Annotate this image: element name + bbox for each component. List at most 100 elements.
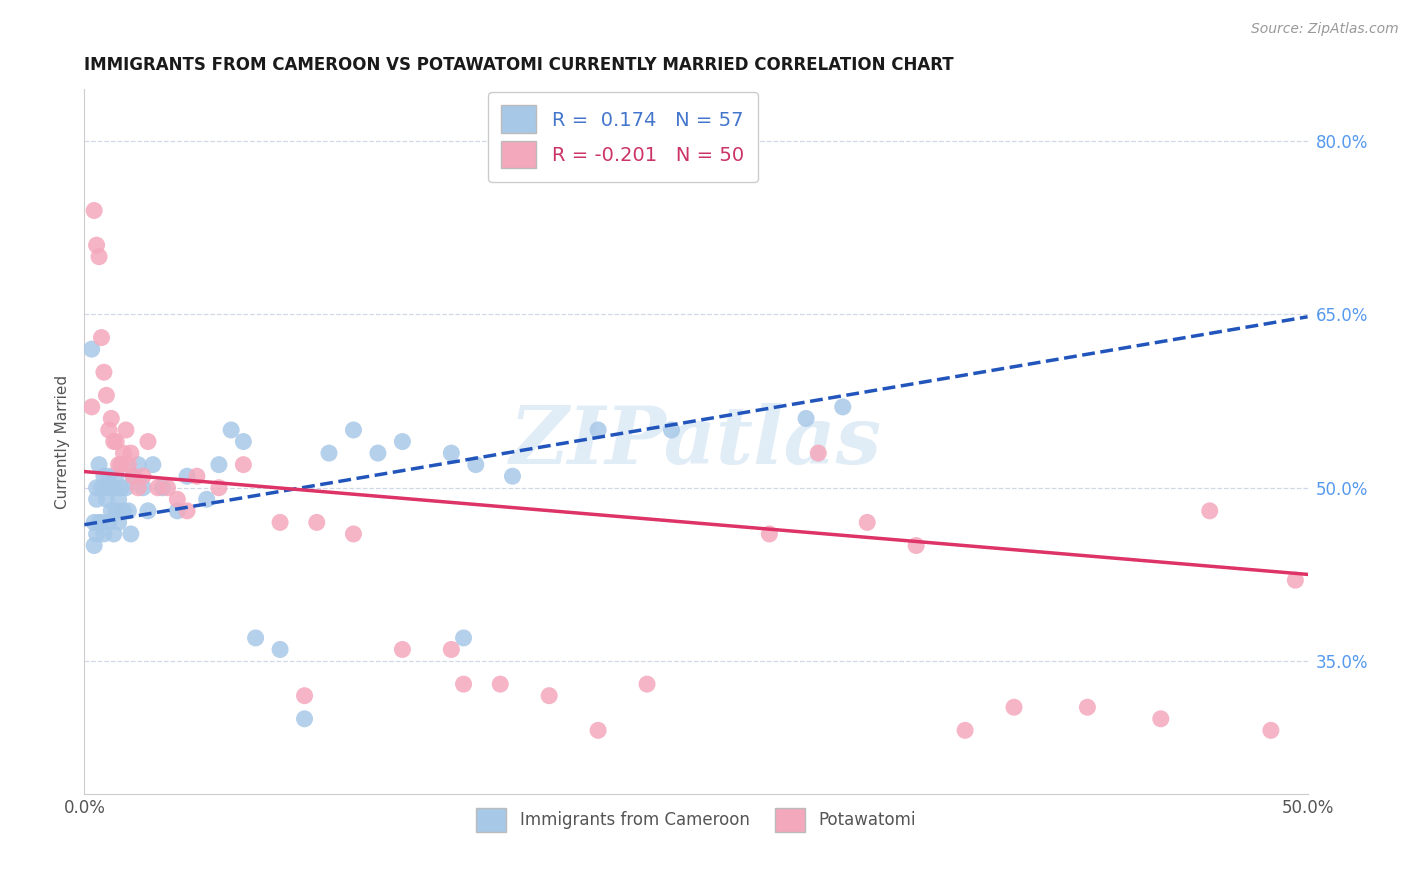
Point (122, 469, 145, 483)
Point (294, 689, 316, 703)
Legend: Immigrants from Cameroon, Potawatomi: Immigrants from Cameroon, Potawatomi (470, 802, 922, 838)
Point (269, 516, 291, 530)
Point (232, 434, 254, 449)
Point (136, 434, 159, 449)
Point (208, 481, 231, 495)
Point (176, 504, 198, 518)
Point (100, 481, 122, 495)
Point (110, 458, 132, 472)
Point (120, 527, 142, 541)
Point (758, 527, 780, 541)
Text: ZIPatlas: ZIPatlas (510, 403, 882, 480)
Point (245, 631, 267, 645)
Point (80, 400, 103, 414)
Point (115, 481, 138, 495)
Point (90, 516, 112, 530)
Point (132, 469, 155, 483)
Point (318, 446, 340, 460)
Point (342, 527, 364, 541)
Point (105, 469, 128, 483)
Point (661, 423, 683, 437)
Point (80, 342, 103, 356)
Point (112, 504, 135, 518)
Point (87, 516, 110, 530)
Point (117, 504, 139, 518)
Point (305, 516, 328, 530)
Y-axis label: Currently Married: Currently Married (55, 375, 70, 508)
Point (90, 330, 112, 344)
Point (856, 516, 879, 530)
Point (96, 388, 118, 402)
Point (86, 527, 108, 541)
Point (83, 516, 105, 530)
Point (453, 677, 475, 691)
Point (440, 446, 463, 460)
Point (86, 481, 108, 495)
Point (1150, 712, 1173, 726)
Point (105, 434, 128, 449)
Point (342, 423, 364, 437)
Point (127, 481, 149, 495)
Point (391, 642, 413, 657)
Point (110, 458, 132, 472)
Point (100, 504, 122, 518)
Point (489, 677, 512, 691)
Point (86, 238, 108, 252)
Point (86, 492, 108, 507)
Point (103, 527, 125, 541)
Point (794, 411, 817, 425)
Point (166, 492, 188, 507)
Point (294, 712, 316, 726)
Point (117, 458, 139, 472)
Point (367, 446, 389, 460)
Point (122, 469, 145, 483)
Point (96, 492, 118, 507)
Text: IMMIGRANTS FROM CAMEROON VS POTAWATOMI CURRENTLY MARRIED CORRELATION CHART: IMMIGRANTS FROM CAMEROON VS POTAWATOMI C… (84, 56, 955, 74)
Point (115, 423, 138, 437)
Point (127, 458, 149, 472)
Point (208, 458, 231, 472)
Point (152, 481, 174, 495)
Point (97, 469, 120, 483)
Point (103, 481, 125, 495)
Point (176, 469, 198, 483)
Point (112, 446, 135, 460)
Point (107, 492, 129, 507)
Point (1284, 573, 1306, 587)
Point (1260, 723, 1282, 738)
Point (391, 434, 413, 449)
Point (110, 481, 132, 495)
Point (100, 411, 122, 425)
Point (586, 423, 609, 437)
Point (831, 400, 853, 414)
Point (136, 504, 159, 518)
Point (232, 458, 254, 472)
Point (166, 504, 188, 518)
Point (219, 423, 242, 437)
Point (97, 423, 120, 437)
Point (636, 677, 658, 691)
Point (905, 539, 928, 553)
Point (83, 203, 105, 218)
Point (156, 481, 179, 495)
Point (83, 539, 105, 553)
Point (105, 504, 128, 518)
Point (1076, 700, 1098, 714)
Point (146, 481, 169, 495)
Point (464, 458, 486, 472)
Point (132, 481, 155, 495)
Point (93, 469, 115, 483)
Point (87, 458, 110, 472)
Point (1002, 700, 1025, 714)
Point (87, 250, 110, 264)
Point (502, 469, 524, 483)
Point (186, 469, 208, 483)
Point (107, 458, 129, 472)
Point (586, 723, 609, 738)
Point (107, 516, 129, 530)
Point (453, 631, 475, 645)
Point (1198, 504, 1220, 518)
Point (103, 434, 125, 449)
Point (953, 723, 976, 738)
Point (97, 516, 120, 530)
